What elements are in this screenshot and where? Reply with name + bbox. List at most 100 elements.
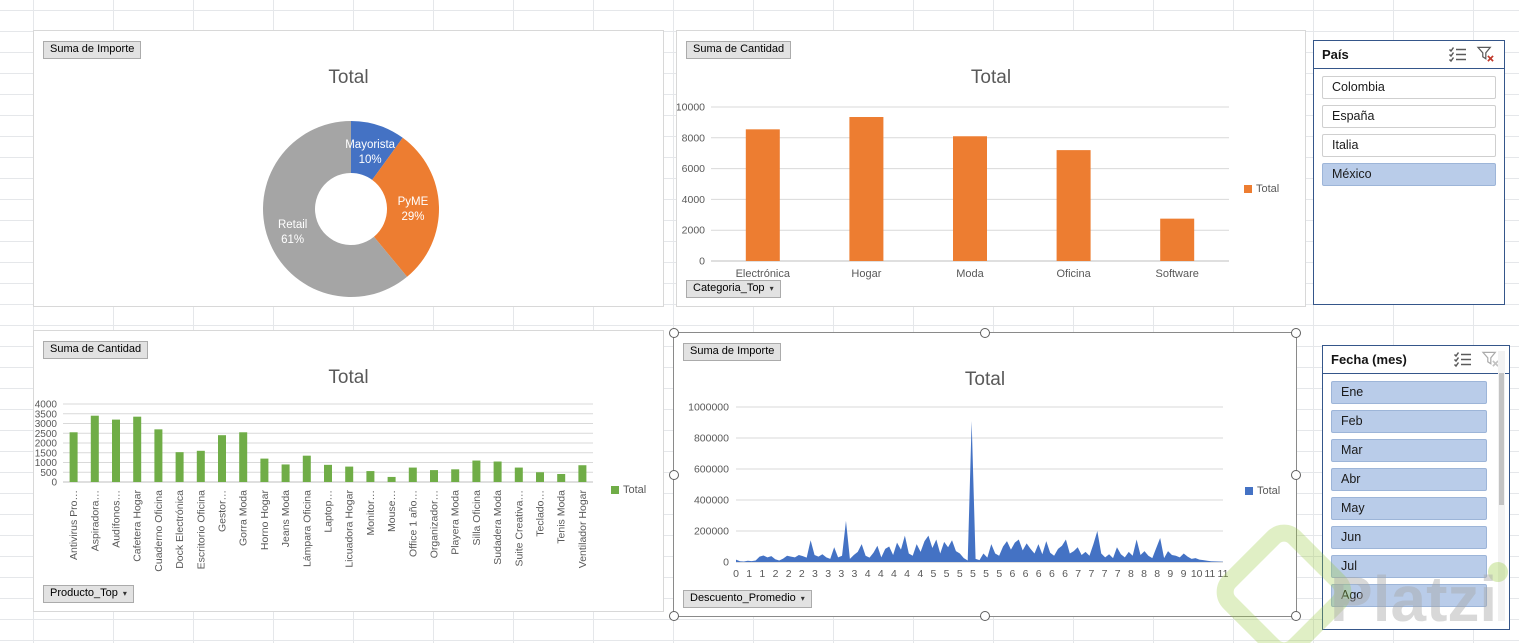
slicer-item-méxico[interactable]: México xyxy=(1322,163,1496,186)
selection-handle[interactable] xyxy=(669,469,679,480)
field-button-suma-de-cantidad[interactable]: Suma de Cantidad xyxy=(43,341,149,359)
bar-Ventilador Hogar xyxy=(578,465,587,482)
slicer-item-jul[interactable]: Jul xyxy=(1331,555,1487,578)
slicer-fecha-mes[interactable]: Fecha (mes) Ene Feb Mar Abr May Jun Jul Ago xyxy=(1322,345,1510,630)
bar-Cuaderno Oficina xyxy=(154,429,163,482)
x-axis-label: 5 xyxy=(944,568,950,580)
slicer-item-abr[interactable]: Abr xyxy=(1331,468,1487,491)
selection-handle[interactable] xyxy=(980,328,990,338)
field-button-categoria-top[interactable]: Categoria_Top ▾ xyxy=(686,280,781,298)
slicer-item-ago[interactable]: Ago xyxy=(1331,584,1487,607)
x-axis-label: 5 xyxy=(983,568,989,580)
x-axis-label: 6 xyxy=(1036,568,1042,580)
donut-slice-Mayorista xyxy=(351,121,403,180)
donut-data-label: Retail 61% xyxy=(278,219,307,246)
bar-Moda xyxy=(953,136,987,261)
selection-handle[interactable] xyxy=(1291,328,1301,338)
svg-text:3500: 3500 xyxy=(35,409,58,420)
x-axis-label: 4 xyxy=(917,568,923,580)
x-axis-label: Gestor… xyxy=(217,490,229,532)
field-button-descuento-promedio[interactable]: Descuento_Promedio ▾ xyxy=(683,590,812,608)
field-button-label: Suma de Importe xyxy=(50,43,135,55)
x-axis-label: Hogar xyxy=(851,268,881,280)
bar-Silla Oficina xyxy=(472,460,481,482)
slicer-pais[interactable]: País Colombia España Italia México xyxy=(1313,40,1505,305)
x-axis-label: Moda xyxy=(956,268,984,280)
x-axis-label: 6 xyxy=(1023,568,1029,580)
field-button-label: Producto_Top xyxy=(50,587,118,599)
multi-select-icon[interactable] xyxy=(1448,46,1468,63)
x-axis-label: 1 xyxy=(746,568,752,580)
svg-text:200000: 200000 xyxy=(694,526,729,538)
x-axis-label: Gorra Moda xyxy=(238,490,250,546)
x-axis-label: 6 xyxy=(1049,568,1055,580)
bar-Escritorio Oficina xyxy=(196,450,205,482)
chart-legend: Total xyxy=(611,484,646,496)
x-axis-label: Lámpara Oficina xyxy=(301,490,313,567)
x-axis-label: Playera Moda xyxy=(450,490,462,555)
slicer-item-mar[interactable]: Mar xyxy=(1331,439,1487,462)
x-axis-label: 6 xyxy=(1062,568,1068,580)
bar-Antivirus Pro… xyxy=(69,432,78,482)
slicer-item-colombia[interactable]: Colombia xyxy=(1322,76,1496,99)
svg-text:0: 0 xyxy=(699,256,705,268)
svg-text:2500: 2500 xyxy=(35,429,58,440)
field-button-label: Suma de Cantidad xyxy=(50,343,142,355)
x-axis-label: 6 xyxy=(1009,568,1015,580)
x-axis-label: 4 xyxy=(904,568,910,580)
slicer-title: País xyxy=(1322,47,1349,62)
bar-Suite Creativa… xyxy=(514,467,523,482)
bar-Cafetera Hogar xyxy=(133,416,142,482)
clear-filter-icon[interactable] xyxy=(1476,46,1496,63)
x-axis-label: Sudadera Moda xyxy=(492,490,504,565)
field-button-suma-de-importe[interactable]: Suma de Importe xyxy=(683,343,782,361)
selection-handle[interactable] xyxy=(669,328,679,338)
bar-Sudadera Moda xyxy=(493,461,502,482)
x-axis-label: 5 xyxy=(996,568,1002,580)
field-button-suma-de-importe[interactable]: Suma de Importe xyxy=(43,41,142,59)
x-axis-label: 8 xyxy=(1154,568,1160,580)
pivot-chart-discount[interactable]: Suma de Importe Descuento_Promedio ▾ Tota… xyxy=(669,328,1301,621)
pivot-chart-categories[interactable]: Suma de Cantidad Categoria_Top ▾ Total 0 2… xyxy=(676,30,1306,307)
x-axis-label: 11 xyxy=(1204,568,1215,580)
x-axis-label: 11 xyxy=(1218,568,1229,580)
scrollbar-thumb[interactable] xyxy=(1499,372,1504,505)
legend-label: Total xyxy=(623,484,647,496)
slicer-item-italia[interactable]: Italia xyxy=(1322,134,1496,157)
slicer-item-ene[interactable]: Ene xyxy=(1331,381,1487,404)
slicer-header: País xyxy=(1314,41,1504,69)
selection-handle[interactable] xyxy=(980,611,990,621)
pivot-chart-donut[interactable]: Suma de Importe Total Mayorista 10% PyME 29… xyxy=(33,30,664,307)
donut-slice-Retail xyxy=(263,121,408,297)
bar-Lámpara Oficina xyxy=(302,455,311,482)
multi-select-icon[interactable] xyxy=(1453,351,1473,368)
selection-handle[interactable] xyxy=(669,611,679,621)
bar-Organizador… xyxy=(430,470,438,482)
slicer-item-may[interactable]: May xyxy=(1331,497,1487,520)
pivot-chart-products[interactable]: Suma de Cantidad Producto_Top ▾ Total 0 50… xyxy=(33,330,664,612)
field-button-producto-top[interactable]: Producto_Top ▾ xyxy=(43,585,134,603)
x-axis-label: 8 xyxy=(1141,568,1147,580)
x-axis-label: Electrónica xyxy=(736,268,791,280)
gridlines xyxy=(736,406,1223,532)
selection-handle[interactable] xyxy=(1291,469,1301,480)
x-axis-label: 7 xyxy=(1075,568,1081,580)
slicer-item-jun[interactable]: Jun xyxy=(1331,526,1487,549)
x-axis-label: Dock Electrónica xyxy=(174,490,186,569)
x-axis-label: 2 xyxy=(786,568,792,580)
bar-Dock Electrónica xyxy=(175,452,184,482)
x-axis-label: Antivirus Pro… xyxy=(68,490,80,560)
donut-slice-PyME xyxy=(372,137,440,277)
slicer-item-feb[interactable]: Feb xyxy=(1331,410,1487,433)
slicer-item-list: Colombia España Italia México xyxy=(1314,69,1504,186)
bar-Mouse… xyxy=(387,476,396,482)
slicer-item-españa[interactable]: España xyxy=(1322,105,1496,128)
chart-title: Total xyxy=(328,367,369,388)
bars xyxy=(69,415,587,482)
selection-handle[interactable] xyxy=(1291,611,1301,621)
slicer-scrollbar[interactable] xyxy=(1498,351,1505,621)
field-button-suma-de-cantidad[interactable]: Suma de Cantidad xyxy=(686,41,792,59)
bars xyxy=(745,117,1195,261)
field-button-label: Categoria_Top xyxy=(693,282,765,294)
